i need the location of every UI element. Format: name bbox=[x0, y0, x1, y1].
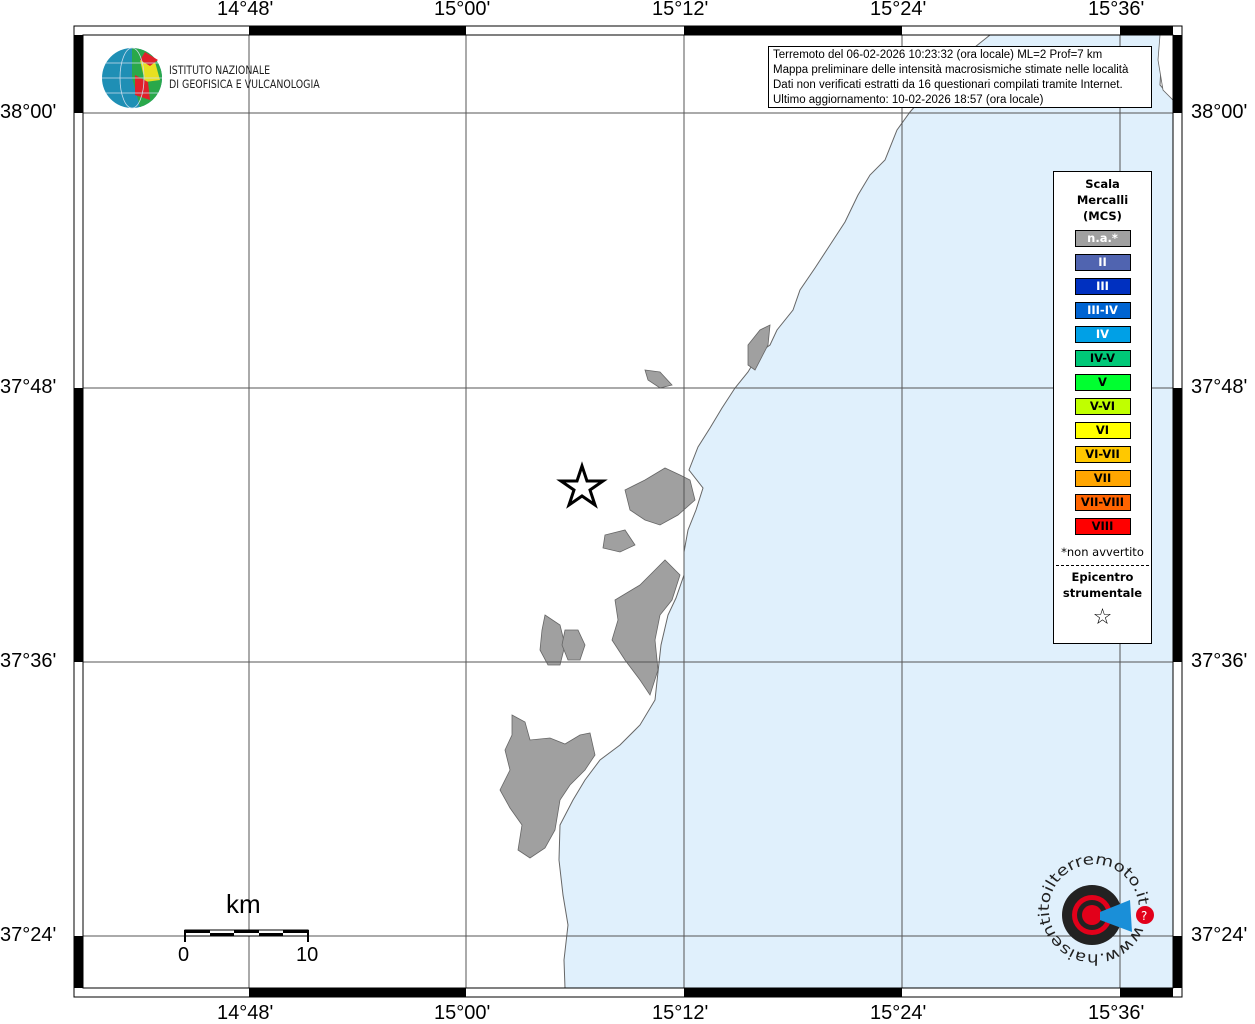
legend-note: *non avvertito bbox=[1061, 545, 1144, 559]
epicenter-star-icon bbox=[556, 461, 608, 509]
lat-label-left: 38°00' bbox=[0, 101, 57, 123]
star-icon: ☆ bbox=[1092, 605, 1113, 630]
lon-label-top: 15°36' bbox=[1088, 0, 1145, 20]
lat-label-right: 37°48' bbox=[1191, 376, 1248, 398]
legend-swatch: III-IV bbox=[1074, 302, 1131, 319]
ingv-logo-text: ISTITUTO NAZIONALE DI GEOFISICA E VULCAN… bbox=[169, 63, 320, 91]
legend-swatch: II bbox=[1074, 254, 1131, 271]
lon-label-bottom: 15°24' bbox=[870, 1002, 927, 1024]
ingv-line2: DI GEOFISICA E VULCANOLOGIA bbox=[169, 77, 320, 91]
lat-label-right: 37°36' bbox=[1191, 650, 1248, 672]
ingv-globe-logo bbox=[102, 47, 163, 109]
legend-swatch: IV-V bbox=[1074, 350, 1131, 367]
epicenter-label: strumentale bbox=[1062, 586, 1143, 600]
info-line: Terremoto del 06-02-2026 10:23:32 (ora l… bbox=[773, 49, 1103, 61]
lat-label-left: 37°36' bbox=[0, 650, 57, 672]
scale-bar bbox=[184, 929, 309, 942]
lon-label-top: 15°12' bbox=[652, 0, 709, 20]
lat-label-left: 37°48' bbox=[0, 376, 57, 398]
sea bbox=[558, 34, 1174, 989]
mcs-legend: Scala Mercalli (MCS) n.a.* II III III-IV IV I… bbox=[1053, 171, 1152, 644]
legend-title: Mercalli bbox=[1076, 193, 1129, 207]
legend-swatch: III bbox=[1074, 278, 1131, 295]
svg-text:?: ? bbox=[1141, 909, 1147, 923]
legend-swatch: VI bbox=[1074, 422, 1131, 439]
lon-label-top: 15°00' bbox=[434, 0, 491, 20]
legend-swatch: VII bbox=[1074, 470, 1131, 487]
lon-label-bottom: 14°48' bbox=[217, 1002, 274, 1024]
lon-label-top: 15°24' bbox=[870, 0, 927, 20]
info-line: Ultimo aggiornamento: 10-02-2026 18:57 (… bbox=[773, 94, 1044, 106]
legend-title: Scala bbox=[1085, 177, 1120, 191]
legend-divider bbox=[1056, 565, 1149, 566]
scale-max: 10 bbox=[296, 944, 319, 966]
legend-swatch: VI-VII bbox=[1074, 446, 1131, 463]
event-info-box: Terremoto del 06-02-2026 10:23:32 (ora l… bbox=[768, 46, 1152, 108]
legend-swatch: V-VI bbox=[1074, 398, 1131, 415]
legend-swatch: IV bbox=[1074, 326, 1131, 343]
lat-label-left: 37°24' bbox=[0, 924, 57, 946]
graticule bbox=[83, 35, 1173, 988]
info-line: Mappa preliminare delle intensità macros… bbox=[773, 64, 1129, 76]
scale-min: 0 bbox=[178, 944, 190, 966]
info-line: Dati non verificati estratti da 16 quest… bbox=[773, 79, 1123, 91]
lat-label-right: 37°24' bbox=[1191, 924, 1248, 946]
epicenter-label: Epicentro bbox=[1071, 570, 1134, 584]
legend-swatch: V bbox=[1074, 374, 1131, 391]
legend-swatch: VIII bbox=[1074, 518, 1131, 535]
map-frame bbox=[73, 25, 1183, 998]
lon-label-bottom: 15°36' bbox=[1088, 1002, 1145, 1024]
legend-swatch: VII-VIII bbox=[1074, 494, 1131, 511]
lat-label-right: 38°00' bbox=[1191, 101, 1248, 123]
urban-areas bbox=[499, 34, 1174, 859]
lon-label-bottom: 15°00' bbox=[434, 1002, 491, 1024]
lon-label-bottom: 15°12' bbox=[652, 1002, 709, 1024]
lon-label-top: 14°48' bbox=[217, 0, 274, 20]
legend-swatch: n.a.* bbox=[1074, 230, 1131, 247]
ingv-line1: ISTITUTO NAZIONALE bbox=[169, 63, 271, 77]
legend-title: (MCS) bbox=[1083, 209, 1122, 223]
scale-unit: km bbox=[226, 889, 261, 919]
